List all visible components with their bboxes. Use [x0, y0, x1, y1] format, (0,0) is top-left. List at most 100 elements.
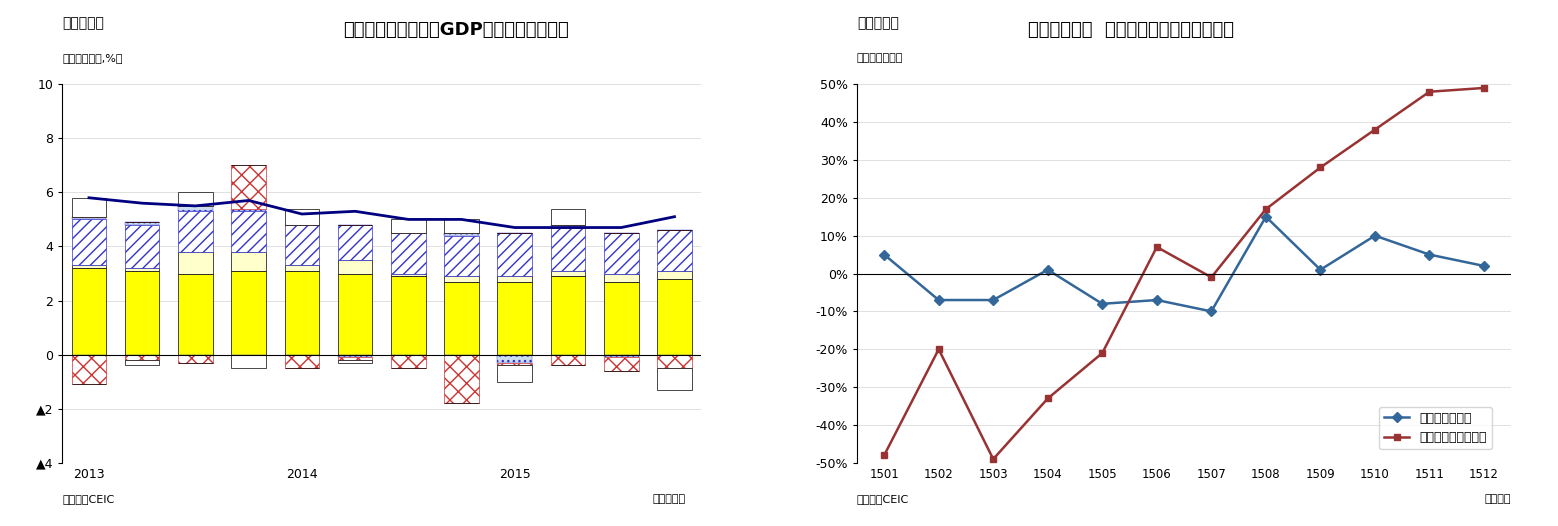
Bar	[178, 211, 213, 252]
セメント販売量	[1474, 263, 1493, 269]
Bar	[125, 360, 159, 366]
中央政府の資本支出	[1474, 85, 1493, 91]
Bar	[338, 355, 372, 357]
Bar	[178, 193, 213, 206]
中央政府の資本支出	[1203, 274, 1221, 280]
中央政府の資本支出	[1094, 350, 1112, 356]
Bar	[178, 355, 213, 363]
中央政府の資本支出	[1310, 164, 1329, 170]
Bar	[605, 357, 639, 371]
Bar	[178, 206, 213, 211]
Bar	[125, 225, 159, 268]
Bar	[444, 276, 478, 281]
Bar	[125, 271, 159, 355]
Bar	[338, 260, 372, 274]
Bar	[231, 271, 266, 355]
Bar	[657, 368, 692, 390]
セメント販売量	[1256, 214, 1274, 220]
Bar	[125, 355, 159, 360]
セメント販売量	[876, 251, 894, 258]
Bar	[605, 274, 639, 281]
Bar	[657, 230, 692, 271]
Bar	[178, 252, 213, 274]
Text: （図表１）: （図表１）	[62, 16, 104, 30]
中央政府の資本支出	[1147, 244, 1165, 250]
Bar	[391, 276, 425, 355]
Bar	[550, 276, 586, 355]
中央政府の資本支出	[876, 452, 894, 459]
セメント販売量	[1419, 251, 1438, 258]
Text: （図表２）: （図表２）	[857, 16, 899, 30]
Bar	[550, 225, 586, 228]
セメント販売量	[929, 297, 947, 303]
中央政府の資本支出	[985, 456, 1003, 462]
Bar	[285, 266, 319, 271]
Bar	[72, 198, 106, 217]
中央政府の資本支出	[1256, 206, 1274, 213]
Bar	[497, 363, 533, 366]
Bar	[391, 274, 425, 276]
Legend: セメント販売量, 中央政府の資本支出: セメント販売量, 中央政府の資本支出	[1379, 407, 1493, 449]
Bar	[72, 355, 106, 385]
Bar	[285, 225, 319, 266]
中央政府の資本支出	[1038, 396, 1056, 402]
Bar	[444, 355, 478, 403]
中央政府の資本支出	[1419, 88, 1438, 95]
Text: （前年同月比）: （前年同月比）	[857, 53, 904, 63]
Text: インドネシアの実質GDP成長率（需要側）: インドネシアの実質GDP成長率（需要側）	[343, 21, 569, 39]
Bar	[285, 209, 319, 225]
Bar	[231, 209, 266, 211]
Bar	[125, 268, 159, 271]
Bar	[497, 276, 533, 281]
Bar	[657, 355, 692, 368]
Bar	[657, 279, 692, 355]
Bar	[497, 233, 533, 276]
セメント販売量	[1147, 297, 1165, 303]
Bar	[550, 355, 586, 366]
Bar	[657, 271, 692, 279]
Bar	[444, 281, 478, 355]
Bar	[391, 233, 425, 274]
Bar	[125, 222, 159, 225]
Bar	[391, 355, 425, 368]
Bar	[285, 355, 319, 368]
Bar	[550, 228, 586, 271]
Bar	[338, 274, 372, 355]
Bar	[605, 233, 639, 274]
Bar	[72, 217, 106, 219]
Bar	[497, 281, 533, 355]
Text: （資料）CEIC: （資料）CEIC	[62, 494, 115, 504]
Text: （資料）CEIC: （資料）CEIC	[857, 494, 910, 504]
Bar	[338, 360, 372, 363]
Bar	[444, 236, 478, 276]
Bar	[497, 355, 533, 363]
Text: （四半期）: （四半期）	[653, 494, 686, 504]
Bar	[285, 271, 319, 355]
Bar	[605, 355, 639, 357]
Text: （年月）: （年月）	[1485, 494, 1511, 504]
Bar	[444, 233, 478, 236]
セメント販売量	[1365, 232, 1384, 239]
Bar	[497, 366, 533, 382]
Bar	[550, 271, 586, 276]
Bar	[444, 219, 478, 233]
中央政府の資本支出	[929, 346, 947, 352]
セメント販売量	[1038, 267, 1056, 273]
Bar	[72, 268, 106, 355]
Bar	[178, 274, 213, 355]
Bar	[338, 225, 372, 260]
Bar	[391, 219, 425, 233]
Bar	[72, 219, 106, 266]
中央政府の資本支出	[1365, 126, 1384, 133]
Bar	[231, 252, 266, 271]
セメント販売量	[985, 297, 1003, 303]
Bar	[72, 266, 106, 268]
Text: （前年同期比,%）: （前年同期比,%）	[62, 53, 123, 63]
Line: 中央政府の資本支出: 中央政府の資本支出	[880, 85, 1488, 462]
Bar	[231, 165, 266, 209]
Bar	[231, 211, 266, 252]
Bar	[338, 357, 372, 360]
Text: インドネシア  資本支出とセメント販売量: インドネシア 資本支出とセメント販売量	[1028, 21, 1234, 39]
Line: セメント販売量: セメント販売量	[880, 213, 1488, 315]
Bar	[605, 281, 639, 355]
